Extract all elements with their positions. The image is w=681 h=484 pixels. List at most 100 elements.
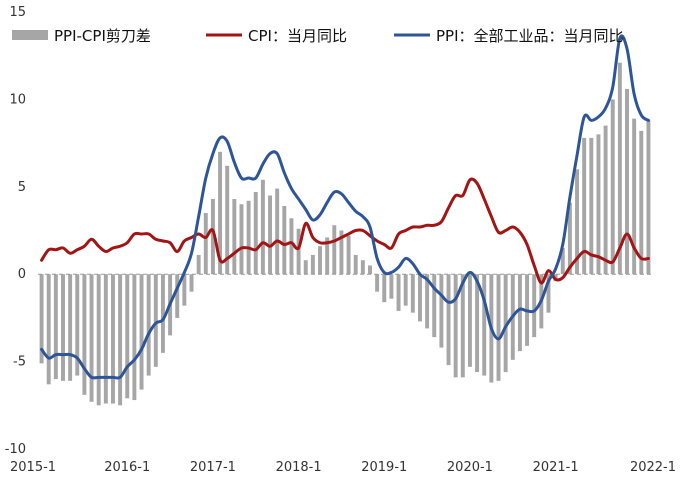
x-axis: 2015-1 2016-1 2017-1 2018-1 2019-1 2020-1 2021… <box>10 460 676 475</box>
x-tick-label: 2015-1 <box>10 460 56 475</box>
x-tick-label: 2016-1 <box>104 460 150 475</box>
bar <box>103 274 108 404</box>
bar <box>332 225 337 275</box>
y-tick-label: -10 <box>5 442 26 457</box>
bar <box>61 274 65 381</box>
y-tick-label: -5 <box>13 355 26 370</box>
bar <box>439 274 444 348</box>
bar <box>89 274 94 402</box>
bar <box>460 274 465 378</box>
bar <box>146 274 151 376</box>
bar <box>403 274 408 306</box>
line-series-cpi <box>40 177 650 285</box>
y-tick-label: 0 <box>18 267 26 282</box>
legend-label-ppi: PPI：全部工业品：当月同比 <box>436 27 624 45</box>
bar <box>467 274 472 367</box>
x-tick-label: 2022-1 <box>630 460 676 475</box>
bar <box>289 218 294 275</box>
y-tick-label: 15 <box>9 5 26 20</box>
y-tick-label: 5 <box>18 180 26 195</box>
bar <box>232 199 237 275</box>
bar <box>310 254 315 275</box>
bar <box>589 137 594 275</box>
bar <box>639 130 644 275</box>
bar <box>210 199 215 275</box>
bar <box>203 213 208 275</box>
x-tick-label: 2021-1 <box>533 460 579 475</box>
bar <box>339 230 344 275</box>
bar <box>182 274 187 306</box>
bar <box>125 274 130 399</box>
bar <box>160 274 165 353</box>
bar <box>596 134 601 275</box>
bar <box>503 274 508 373</box>
bar <box>53 274 58 380</box>
bar <box>632 118 637 275</box>
bar <box>218 151 223 275</box>
bar <box>375 274 380 292</box>
bar <box>446 274 451 366</box>
bar <box>546 274 551 313</box>
bar <box>75 274 80 376</box>
bar <box>96 274 101 406</box>
y-tick-label: 10 <box>9 92 26 107</box>
bar <box>239 204 244 275</box>
bar <box>517 274 522 352</box>
bar <box>560 247 565 275</box>
bar <box>432 274 437 338</box>
bar <box>246 200 251 275</box>
x-tick-label: 2019-1 <box>361 460 407 475</box>
bar <box>567 202 572 275</box>
bar <box>360 260 365 275</box>
bar <box>646 120 651 275</box>
bar <box>153 274 158 367</box>
bar <box>260 179 265 275</box>
x-tick-label: 2020-1 <box>447 460 493 475</box>
bar <box>389 274 394 299</box>
bar <box>496 274 501 381</box>
bar <box>475 274 480 373</box>
bar <box>39 274 44 364</box>
bar <box>410 274 415 313</box>
bar <box>482 274 487 376</box>
bar <box>418 274 422 322</box>
bar <box>132 274 137 401</box>
bar <box>139 274 144 390</box>
bar <box>575 169 579 275</box>
bar <box>282 206 287 275</box>
bar <box>582 137 587 275</box>
bar <box>610 99 615 275</box>
bar <box>225 165 230 275</box>
bar <box>318 246 322 275</box>
legend-label-cpi: CPI：当月同比 <box>248 27 347 45</box>
bar <box>368 265 372 275</box>
bar <box>253 192 258 275</box>
bar <box>325 237 330 275</box>
legend-label-gap: PPI-CPI剪刀差 <box>54 27 151 45</box>
y-axis: -10 -5 0 5 10 15 <box>5 5 26 457</box>
bar <box>303 260 308 275</box>
bar <box>603 125 608 275</box>
bar <box>396 274 401 311</box>
bar <box>275 188 280 275</box>
bar <box>268 195 272 275</box>
bar <box>617 62 622 275</box>
bar <box>68 274 73 381</box>
x-tick-label: 2018-1 <box>276 460 322 475</box>
bar <box>196 254 201 275</box>
bar <box>82 274 87 395</box>
line-series-ppi <box>40 34 650 380</box>
legend-swatch-gap <box>12 30 48 40</box>
x-tick-label: 2017-1 <box>190 460 236 475</box>
bar-series-ppi-cpi-gap <box>39 62 651 406</box>
bar <box>296 228 301 275</box>
bar <box>625 88 629 275</box>
bar <box>382 274 387 303</box>
bar <box>118 274 123 406</box>
bar <box>532 274 537 338</box>
bar <box>353 254 358 275</box>
bar <box>425 274 430 329</box>
legend: PPI-CPI剪刀差 CPI：当月同比 PPI：全部工业品：当月同比 <box>12 27 624 45</box>
